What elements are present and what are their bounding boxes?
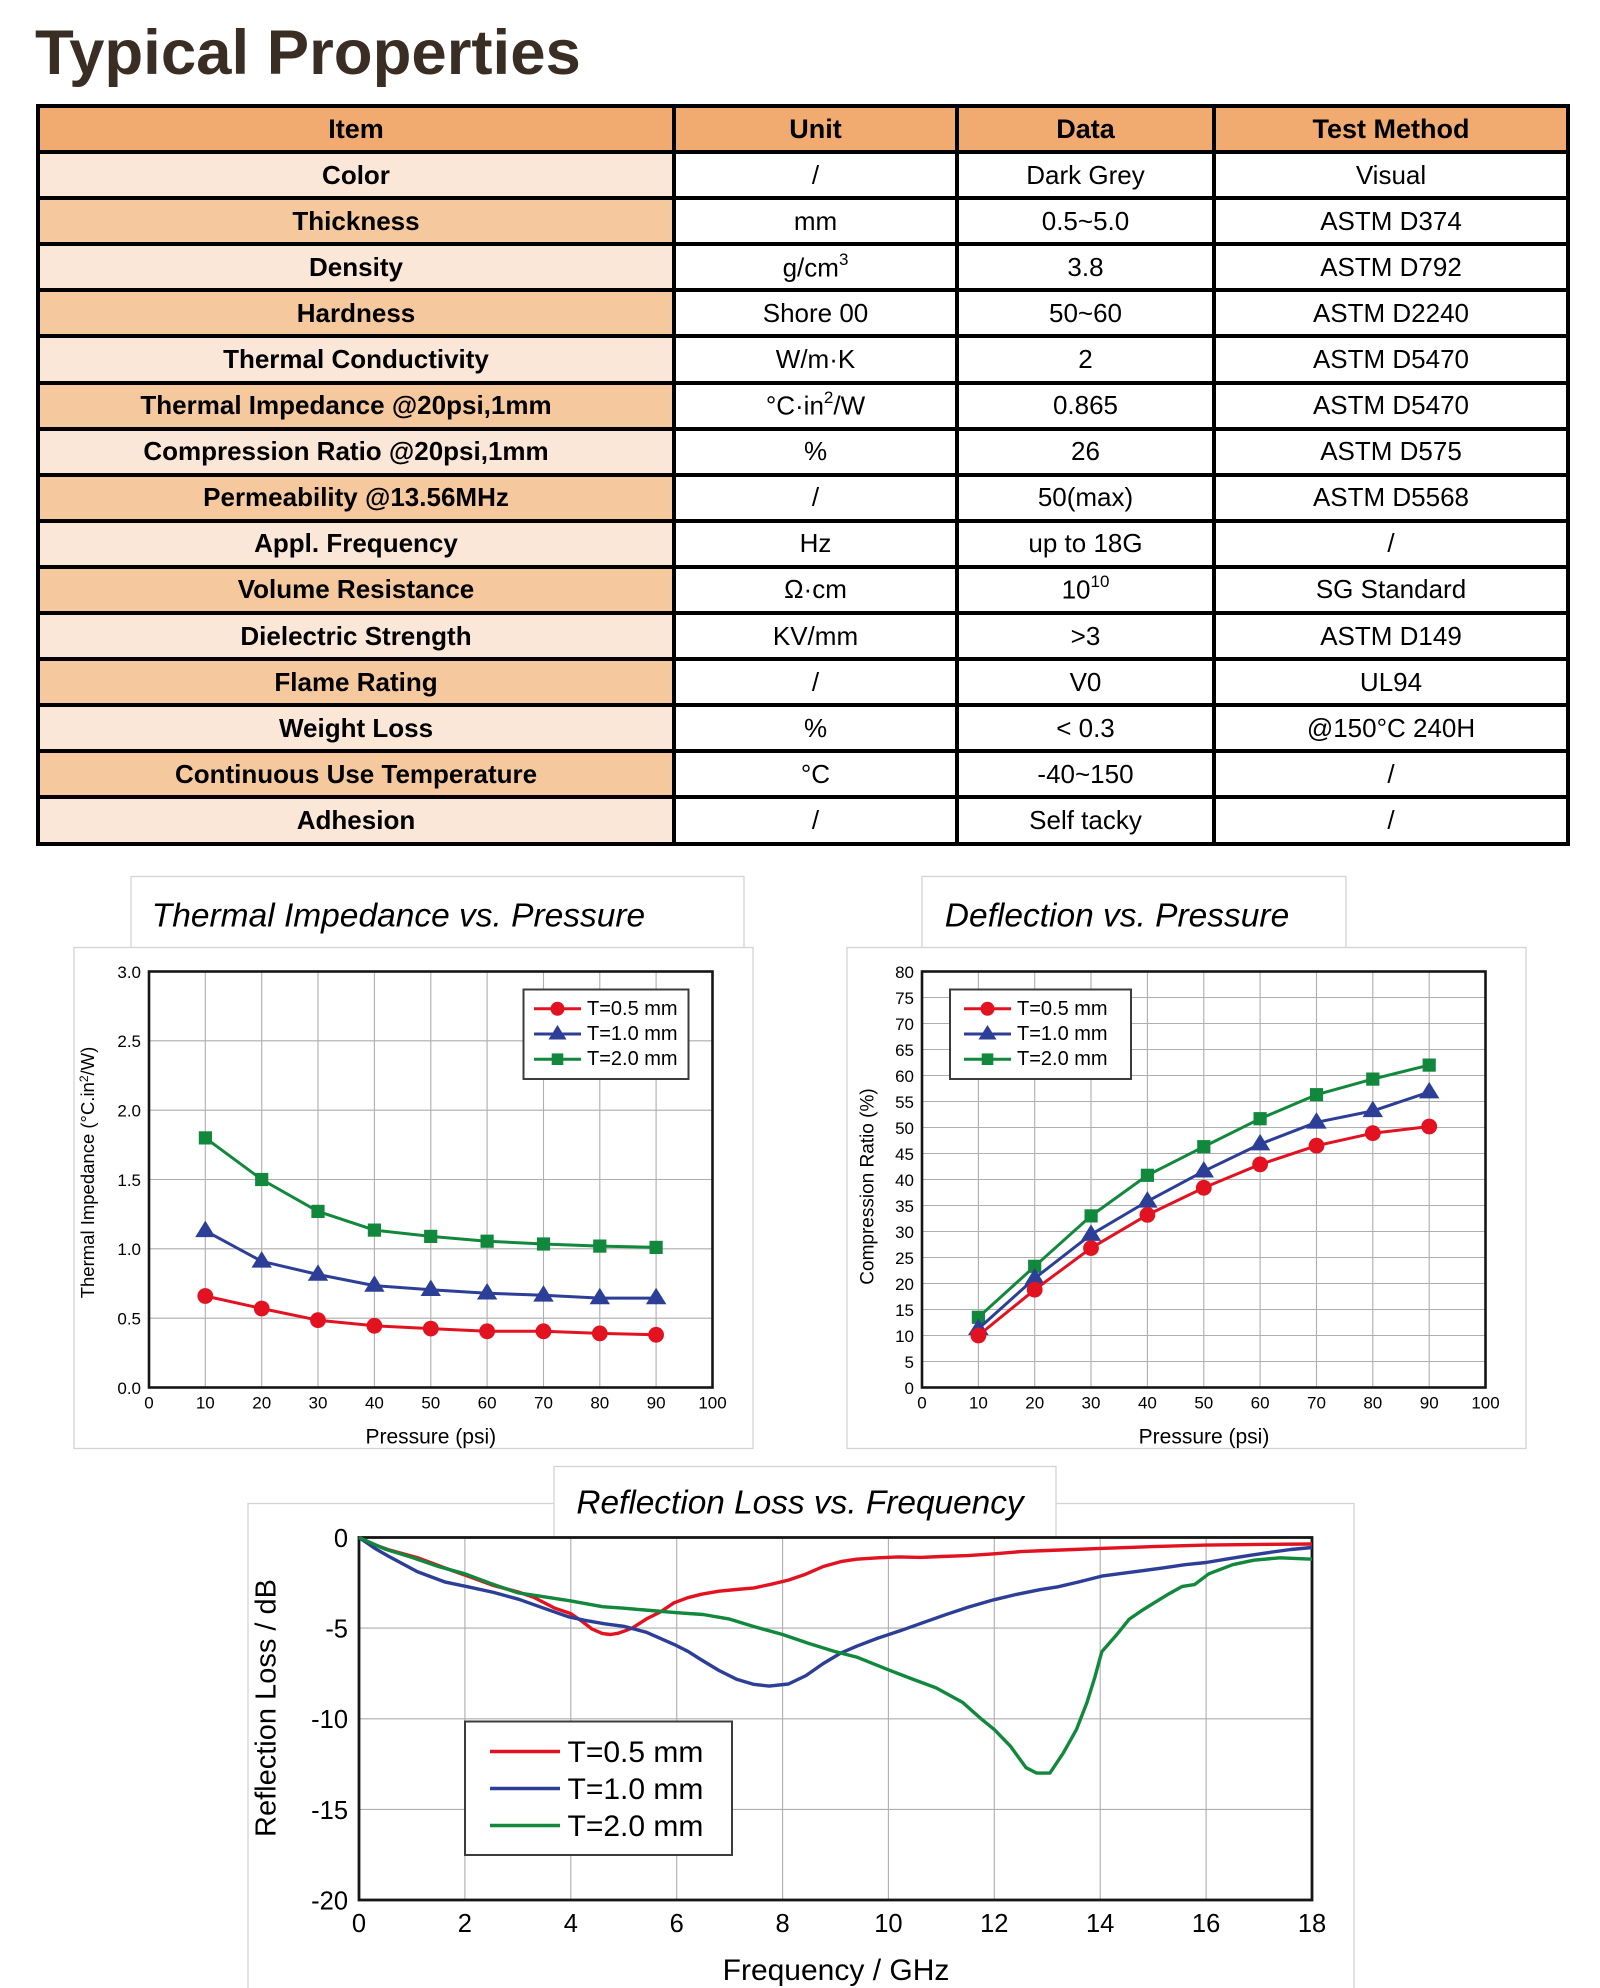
svg-text:Frequency / GHz: Frequency / GHz: [723, 1954, 950, 1987]
svg-text:18: 18: [1298, 1910, 1326, 1938]
svg-text:4: 4: [564, 1910, 578, 1938]
svg-text:100: 100: [1471, 1394, 1499, 1413]
svg-text:3.0: 3.0: [117, 963, 141, 982]
svg-text:65: 65: [895, 1041, 914, 1060]
svg-text:60: 60: [478, 1394, 497, 1413]
svg-text:30: 30: [309, 1394, 328, 1413]
svg-text:0: 0: [144, 1394, 153, 1413]
svg-text:T=1.0 mm: T=1.0 mm: [587, 1023, 678, 1045]
svg-text:0: 0: [917, 1394, 926, 1413]
svg-text:-5: -5: [325, 1616, 348, 1644]
svg-text:25: 25: [895, 1249, 914, 1268]
svg-text:45: 45: [895, 1145, 914, 1164]
svg-text:8: 8: [776, 1910, 790, 1938]
svg-text:1.0: 1.0: [117, 1240, 141, 1259]
svg-text:T=0.5 mm: T=0.5 mm: [1017, 998, 1108, 1020]
svg-text:0: 0: [334, 1525, 348, 1553]
svg-text:T=2.0 mm: T=2.0 mm: [568, 1810, 704, 1843]
svg-text:-20: -20: [311, 1888, 348, 1916]
svg-text:Deflection vs. Pressure: Deflection vs. Pressure: [945, 898, 1289, 935]
svg-text:30: 30: [895, 1223, 914, 1242]
svg-text:14: 14: [1086, 1910, 1114, 1938]
svg-text:10: 10: [874, 1910, 902, 1938]
svg-text:6: 6: [670, 1910, 684, 1938]
svg-text:80: 80: [895, 963, 914, 982]
svg-text:Pressure (psi): Pressure (psi): [365, 1426, 496, 1449]
svg-text:Reflection Loss / dB: Reflection Loss / dB: [251, 1579, 283, 1837]
svg-text:16: 16: [1192, 1910, 1220, 1938]
svg-text:50: 50: [895, 1119, 914, 1138]
svg-text:Pressure (psi): Pressure (psi): [1139, 1426, 1270, 1449]
svg-text:Thermal Impedance (°C.in2/W): Thermal Impedance (°C.in2/W): [77, 1047, 98, 1299]
svg-text:20: 20: [895, 1275, 914, 1294]
svg-text:55: 55: [895, 1093, 914, 1112]
svg-text:-15: -15: [311, 1797, 348, 1825]
svg-text:0: 0: [905, 1379, 914, 1398]
svg-text:Compression Ratio (%): Compression Ratio (%): [858, 1088, 879, 1284]
svg-text:15: 15: [895, 1301, 914, 1320]
svg-text:60: 60: [1251, 1394, 1270, 1413]
svg-text:T=0.5 mm: T=0.5 mm: [568, 1736, 704, 1769]
svg-text:Reflection Loss vs. Frequency: Reflection Loss vs. Frequency: [576, 1485, 1026, 1522]
svg-text:80: 80: [590, 1394, 609, 1413]
svg-text:20: 20: [1025, 1394, 1044, 1413]
svg-text:40: 40: [365, 1394, 384, 1413]
svg-text:T=1.0 mm: T=1.0 mm: [1017, 1023, 1108, 1045]
svg-text:Thermal Impedance vs. Pressure: Thermal Impedance vs. Pressure: [152, 898, 645, 935]
svg-text:40: 40: [1138, 1394, 1157, 1413]
svg-text:-10: -10: [311, 1706, 348, 1734]
svg-text:75: 75: [895, 989, 914, 1008]
svg-text:T=2.0 mm: T=2.0 mm: [587, 1048, 678, 1070]
svg-text:50: 50: [421, 1394, 440, 1413]
svg-text:70: 70: [534, 1394, 553, 1413]
svg-text:70: 70: [1307, 1394, 1326, 1413]
svg-text:5: 5: [905, 1353, 914, 1372]
svg-text:80: 80: [1363, 1394, 1382, 1413]
svg-text:12: 12: [980, 1910, 1008, 1938]
svg-text:40: 40: [895, 1171, 914, 1190]
svg-text:50: 50: [1194, 1394, 1213, 1413]
svg-text:T=2.0 mm: T=2.0 mm: [1017, 1048, 1108, 1070]
svg-text:60: 60: [895, 1067, 914, 1086]
svg-text:35: 35: [895, 1197, 914, 1216]
svg-text:20: 20: [252, 1394, 271, 1413]
svg-text:2.5: 2.5: [117, 1032, 141, 1051]
svg-text:0.5: 0.5: [117, 1310, 141, 1329]
svg-text:70: 70: [895, 1015, 914, 1034]
svg-text:90: 90: [647, 1394, 666, 1413]
svg-text:2: 2: [458, 1910, 472, 1938]
svg-text:10: 10: [969, 1394, 988, 1413]
svg-text:0.0: 0.0: [117, 1379, 141, 1398]
svg-text:0: 0: [352, 1910, 366, 1938]
svg-text:10: 10: [196, 1394, 215, 1413]
svg-text:90: 90: [1420, 1394, 1439, 1413]
svg-text:T=1.0 mm: T=1.0 mm: [568, 1773, 704, 1806]
svg-text:1.5: 1.5: [117, 1171, 141, 1190]
svg-text:30: 30: [1082, 1394, 1101, 1413]
svg-text:2.0: 2.0: [117, 1102, 141, 1121]
svg-text:10: 10: [895, 1327, 914, 1346]
svg-text:T=0.5 mm: T=0.5 mm: [587, 998, 678, 1020]
svg-text:100: 100: [698, 1394, 726, 1413]
